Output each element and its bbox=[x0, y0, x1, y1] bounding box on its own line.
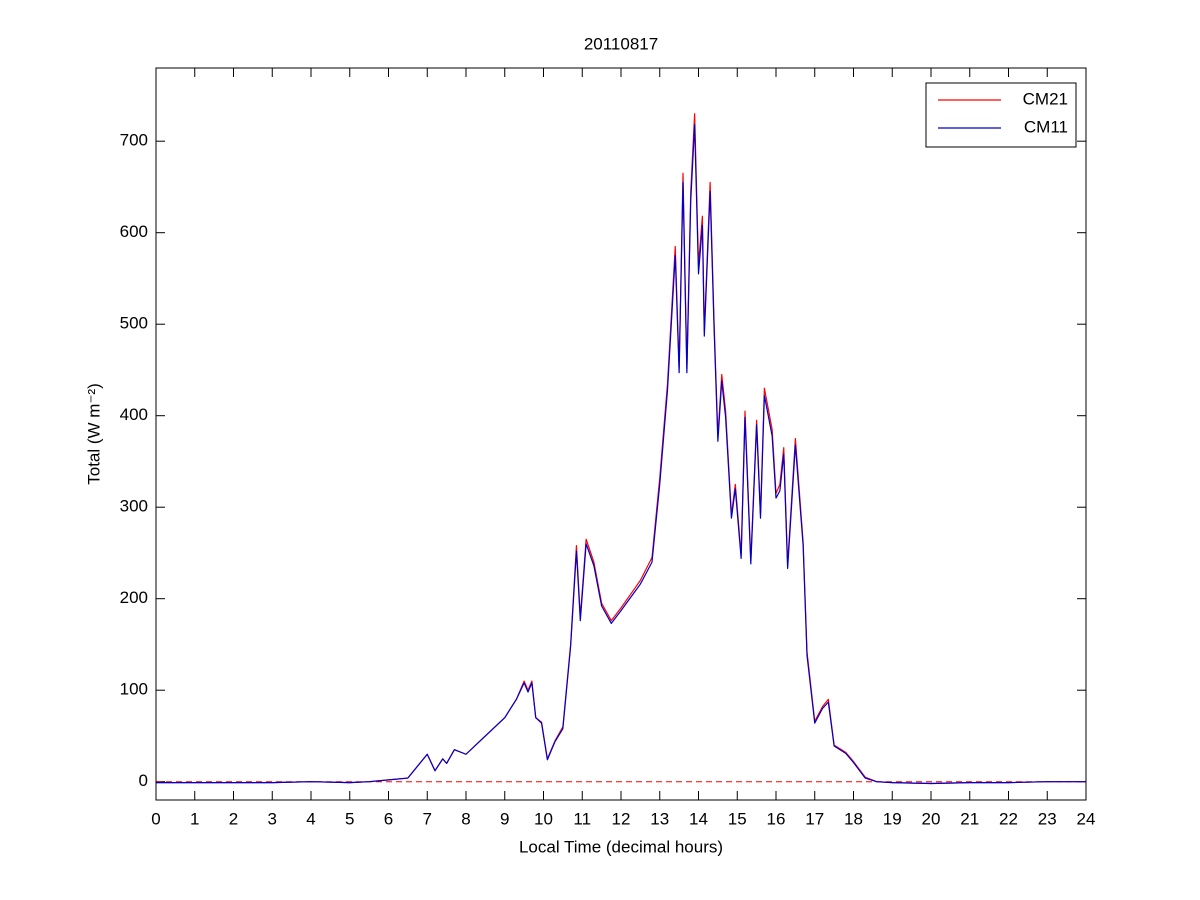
y-axis-label: Total (W m⁻²) bbox=[84, 383, 103, 485]
y-tick-label: 500 bbox=[120, 314, 148, 333]
x-tick-label: 10 bbox=[534, 809, 553, 828]
y-tick-label: 700 bbox=[120, 131, 148, 150]
y-tick-label: 400 bbox=[120, 405, 148, 424]
x-tick-label: 20 bbox=[922, 809, 941, 828]
x-tick-label: 8 bbox=[461, 809, 470, 828]
chart-title: 20110817 bbox=[584, 34, 658, 53]
x-tick-label: 4 bbox=[306, 809, 315, 828]
x-axis-label: Local Time (decimal hours) bbox=[519, 837, 723, 856]
x-tick-label: 21 bbox=[960, 809, 979, 828]
x-tick-label: 0 bbox=[151, 809, 160, 828]
y-tick-label: 300 bbox=[120, 497, 148, 516]
data-line bbox=[156, 124, 1086, 785]
legend: CM21 CM11 bbox=[925, 82, 1077, 148]
x-tick-label: 18 bbox=[844, 809, 863, 828]
x-tick-label: 6 bbox=[384, 809, 393, 828]
x-tick-label: 9 bbox=[500, 809, 509, 828]
x-tick-label: 22 bbox=[999, 809, 1018, 828]
legend-label: CM21 bbox=[1023, 89, 1068, 108]
x-tick-label: 5 bbox=[345, 809, 354, 828]
x-tick-label: 15 bbox=[728, 809, 747, 828]
x-tick-label: 12 bbox=[612, 809, 631, 828]
x-tick-label: 17 bbox=[805, 809, 824, 828]
y-tick-label: 100 bbox=[120, 680, 148, 699]
x-tick-label: 13 bbox=[650, 809, 669, 828]
y-tick-label: 200 bbox=[120, 588, 148, 607]
legend-label: CM11 bbox=[1024, 117, 1068, 136]
x-tick-label: 11 bbox=[573, 809, 591, 828]
y-tick-label: 0 bbox=[139, 771, 148, 790]
x-tick-label: 19 bbox=[883, 809, 902, 828]
x-tick-label: 1 bbox=[190, 809, 199, 828]
y-tick-label: 600 bbox=[120, 222, 148, 241]
x-tick-label: 16 bbox=[767, 809, 786, 828]
x-tick-label: 2 bbox=[229, 809, 238, 828]
x-tick-label: 24 bbox=[1077, 809, 1096, 828]
legend-box bbox=[925, 82, 1077, 148]
x-tick-label: 14 bbox=[689, 809, 708, 828]
plot-frame bbox=[155, 67, 1087, 801]
x-tick-label: 3 bbox=[268, 809, 277, 828]
x-tick-label: 23 bbox=[1038, 809, 1057, 828]
x-tick-label: 7 bbox=[423, 809, 432, 828]
